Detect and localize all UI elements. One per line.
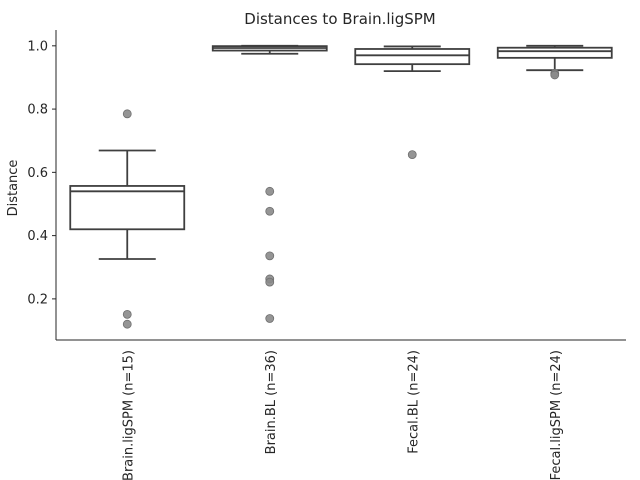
- outlier-point: [265, 186, 275, 196]
- box-group: [496, 44, 613, 80]
- box-iqr: [354, 48, 471, 66]
- outlier-point: [122, 309, 132, 319]
- y-tick-label: 1.0: [27, 39, 48, 54]
- x-ticks: Brain.ligSPM (n=15) Brain.BL (n=36) Fecal.…: [121, 350, 564, 480]
- outlier-point: [122, 319, 132, 329]
- y-tick-label: 0.2: [27, 292, 48, 307]
- outlier-point: [265, 251, 275, 261]
- plot-area: [69, 44, 613, 329]
- outlier-point: [265, 206, 275, 216]
- chart-title: Distances to Brain.ligSPM: [244, 10, 435, 28]
- box-group: [354, 45, 471, 160]
- outlier-point: [265, 314, 275, 323]
- outlier-point: [122, 109, 132, 119]
- box-group: [69, 109, 186, 329]
- box-iqr: [496, 46, 613, 59]
- y-tick-label: 0.6: [27, 166, 48, 181]
- x-tick-label: Fecal.ligSPM (n=24): [549, 350, 564, 480]
- outlier-point: [407, 150, 417, 160]
- y-axis-label: Distance: [6, 160, 21, 217]
- x-tick-label: Fecal.BL (n=24): [406, 350, 421, 454]
- outlier-point: [265, 277, 275, 287]
- box-iqr: [69, 185, 186, 231]
- y-tick-label: 0.8: [27, 103, 48, 118]
- x-tick-label: Brain.ligSPM (n=15): [121, 350, 136, 480]
- box-group: [211, 44, 328, 323]
- outlier-point: [550, 70, 560, 80]
- x-tick-label: Brain.BL (n=36): [264, 350, 279, 454]
- y-ticks: 0.2 0.4 0.6 0.8 1.0: [27, 39, 56, 307]
- y-tick-label: 0.4: [27, 229, 48, 244]
